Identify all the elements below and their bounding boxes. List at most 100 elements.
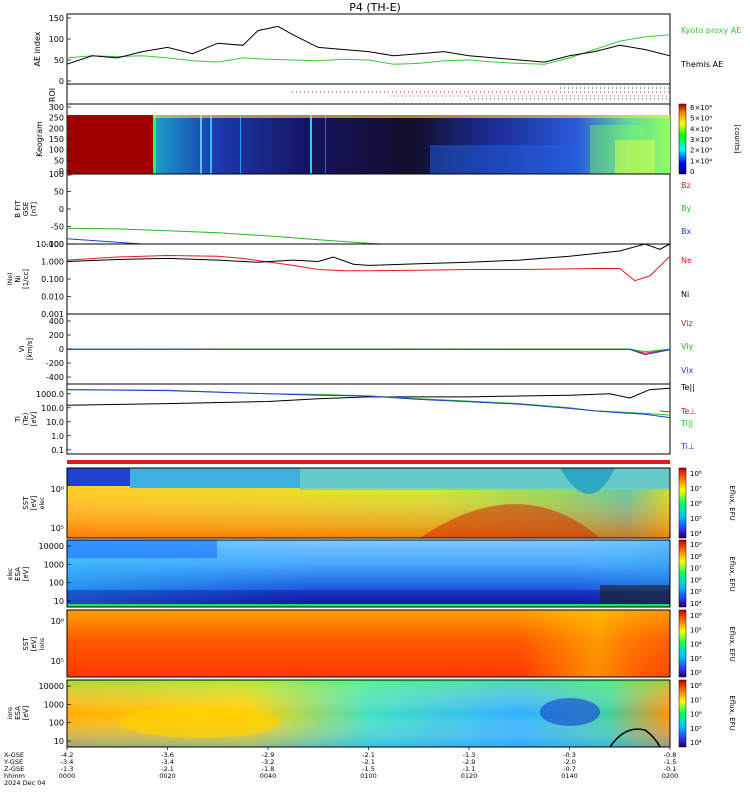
ytick-label: 1.000 (41, 258, 64, 267)
series-line-kyoto-proxy-ae (66, 34, 671, 65)
ytick-label: 0 (59, 205, 64, 214)
ytick-label: 300 (49, 103, 64, 112)
legend-viz: Viz (681, 319, 693, 328)
legend-by: By (681, 204, 691, 213)
xaxis-value: -3.2 (262, 758, 275, 766)
colorbar-tick: 10⁷ (690, 696, 702, 704)
xaxis-row-label: 2024 Dec 04 (4, 779, 46, 787)
ytick-label: 100 (49, 146, 64, 155)
colorbar-tick: 10⁴ (690, 739, 702, 747)
xaxis-row-label: hhmm (4, 772, 25, 780)
colorbar-tick: 1×10⁴ (690, 157, 712, 165)
ssti-ytick-1: 10⁵ (51, 657, 64, 666)
ytick-label: -50 (51, 223, 64, 232)
ssti-ylabel: SST (22, 637, 30, 651)
ytick-label: -200 (46, 359, 64, 368)
series-line-bz (66, 173, 75, 177)
xaxis-row-label: X-GSE (4, 751, 24, 759)
ytick-label: 0 (59, 345, 64, 354)
colorbar-tick: 10³ (690, 655, 702, 663)
xaxis-row-label: Z-GSE (4, 765, 24, 773)
xaxis-value: -2.9 (463, 758, 476, 766)
ytick-label: 200 (49, 124, 64, 133)
colorbar-tick: 6×10⁴ (690, 104, 712, 112)
b-ylabel: B FIT (14, 200, 22, 218)
colorbar-tick: 10⁴ (690, 600, 702, 608)
ytick-label: 50 (54, 56, 64, 65)
ytick-label: 100 (49, 170, 64, 179)
panel-roi: ROI (48, 83, 671, 105)
ytick-label: 100 (49, 579, 64, 588)
legend-te-par: Te|| (680, 383, 695, 392)
xaxis-value: -4.2 (61, 751, 74, 759)
b-ylabel2: GSE (22, 202, 30, 216)
esai-ylabel3: ions (7, 707, 14, 719)
colorbar-tick: 10⁷ (690, 485, 702, 493)
panel-sst-electrons: SST [eV] elec 10⁶ 10⁵ 10⁸ 10⁷ 10⁶ 10⁵ 10⁴ Ef… (22, 467, 736, 539)
ytick-label: 0.100 (41, 275, 64, 284)
xaxis-value: -0.3 (563, 751, 576, 759)
ssti-cbar-label: Eflux, EFU (728, 626, 736, 661)
ytick-label: 0.001 (41, 310, 64, 319)
ytick-label: 1.0 (51, 432, 64, 441)
colorbar-tick: 3×10⁴ (690, 136, 712, 144)
xaxis-value: -1.3 (463, 751, 476, 759)
xaxis-value: -1.5 (362, 765, 375, 773)
xaxis-value: -3.6 (161, 751, 174, 759)
xaxis-value: -2.0 (563, 758, 576, 766)
ssti-ytick-0: 10⁶ (51, 617, 64, 626)
sste-cbar-label: Eflux, EFU (728, 485, 736, 520)
legend-bx: Bx (681, 227, 691, 236)
ytick-label: 10 (54, 597, 64, 606)
ytick-label: 400 (49, 317, 64, 326)
t-ylabel: Ti (14, 416, 22, 423)
xaxis-value: 0200 (662, 772, 679, 780)
colorbar-tick: 10⁶ (690, 612, 702, 620)
ytick-label: 10.0 (46, 418, 64, 427)
xaxis-value: -0.1 (664, 765, 677, 773)
esae-ylabel2: [eV] (22, 566, 30, 581)
xaxis-value: 0100 (360, 772, 377, 780)
series-line-themis-ae (66, 25, 671, 65)
colorbar-tick: 10⁶ (690, 500, 702, 508)
series-line-bx (66, 238, 143, 245)
ytick-label: 0.1 (51, 446, 64, 455)
xaxis-value: -1.8 (262, 765, 275, 773)
ytick-label: 100 (49, 719, 64, 728)
t-ylabel3: [eV] (30, 411, 38, 426)
xaxis-value: -2.1 (362, 751, 375, 759)
colorbar-tick: 4×10⁴ (690, 125, 712, 133)
xaxis-value: -0.7 (563, 765, 576, 773)
ytick-label: 200 (49, 331, 64, 340)
colorbar-tick: 10⁹ (690, 541, 702, 549)
ytick-label: 150 (49, 14, 64, 23)
t-ylabel2: (Te) (22, 412, 30, 425)
colorbar-tick: 10⁵ (690, 588, 702, 596)
panel-velocity: Vi [km/s] 400 200 0 -200 -400 Viz Viy Vix (18, 313, 694, 385)
ssti-ylabel2: [eV] (30, 636, 38, 651)
panel-bfield: B FIT GSE [nT] 100 50 0 -50 -100 Bz By Bx (14, 170, 691, 249)
ytick-label: 100 (49, 35, 64, 44)
ytick-label: 0 (59, 167, 64, 176)
series-line-te- (66, 387, 671, 406)
ytick-label: 10.000 (36, 240, 64, 249)
series-line-te- (659, 410, 671, 413)
sste-ytick-1: 10⁵ (51, 524, 64, 533)
xaxis-row-label: Y-GSE (3, 758, 23, 766)
keogram-cbar-label: [counts] (733, 125, 741, 154)
ytick-label: 1000.0 (36, 390, 64, 399)
esai-ylabel: ESA (14, 706, 22, 720)
panel-esa-ions: ESA [eV] ions 10000 1000 100 10 10⁸ 10⁷ 10⁶ 10… (7, 679, 736, 748)
panel-density: Ni [1/cc] (Ne) 10.000 1.000 0.100 0.010 0.00… (7, 240, 692, 319)
colorbar-tick: 10⁴ (690, 530, 702, 538)
series-line-ti- (66, 389, 671, 419)
colorbar-tick: 10⁵ (690, 626, 702, 634)
v-ylabel: Vi (18, 346, 26, 353)
xaxis-value: 0000 (59, 772, 76, 780)
ytick-label: 10000 (39, 682, 64, 691)
xaxis-value: -2.1 (161, 765, 174, 773)
xaxis-value: -2.1 (362, 758, 375, 766)
n-ylabel: Ni (14, 275, 22, 282)
